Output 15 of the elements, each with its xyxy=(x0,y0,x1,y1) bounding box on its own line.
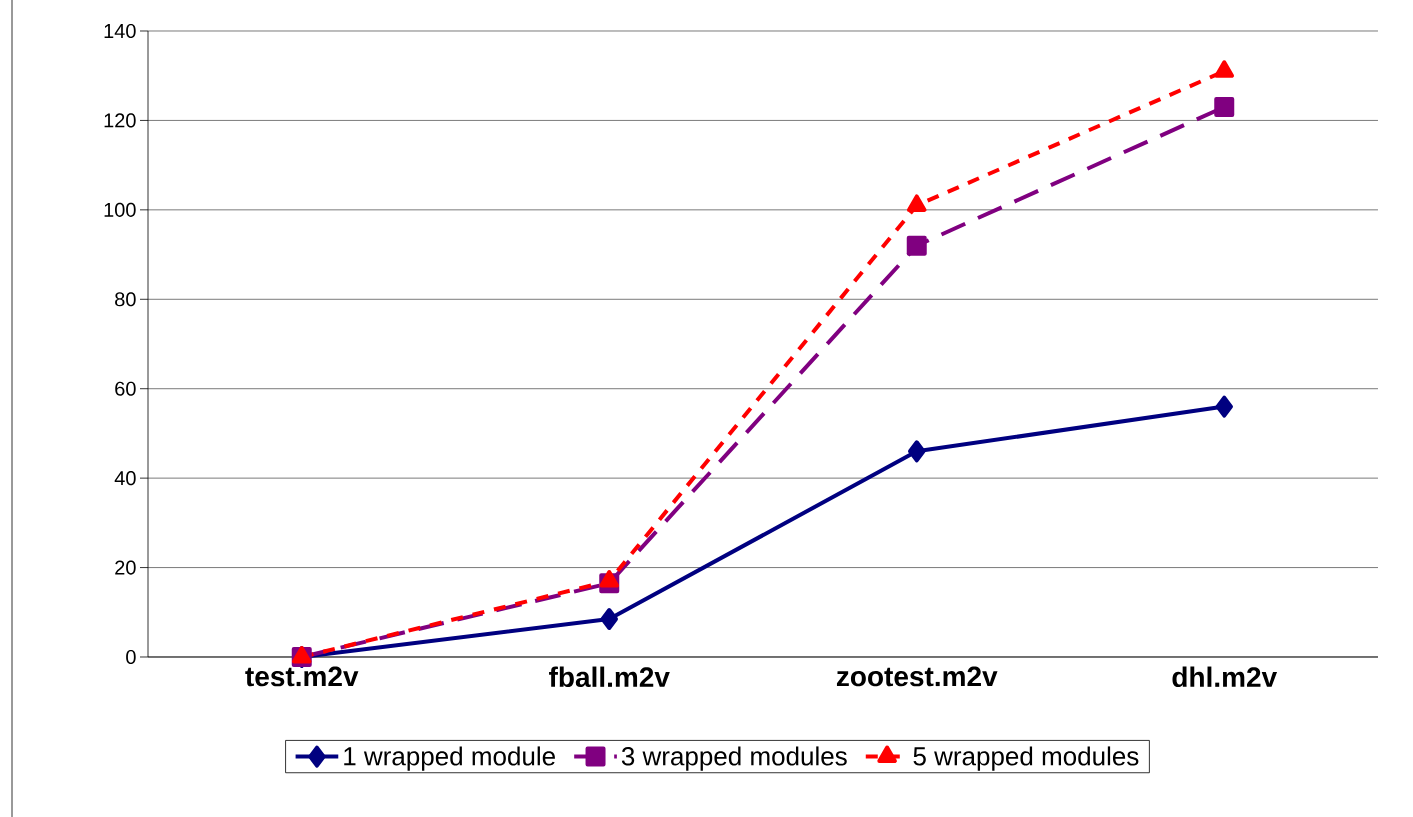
y-tick-label: 0 xyxy=(126,649,136,665)
legend-label: 3 wrapped modules xyxy=(621,746,847,771)
legend-label: 1 wrapped module xyxy=(344,746,555,771)
x-tick-label: fball.m2v xyxy=(549,666,670,688)
y-tick-label: 40 xyxy=(114,471,136,486)
x-tick-label: dhl.m2v xyxy=(1172,666,1278,688)
y-tick-label: 140 xyxy=(104,23,136,39)
y-tick-label: 20 xyxy=(115,560,136,575)
y-tick-label: 80 xyxy=(115,292,136,307)
legend-label: 5 wrapped modules xyxy=(913,746,1139,771)
y-tick-label: 120 xyxy=(104,113,136,128)
y-tick-label: 100 xyxy=(104,202,136,217)
y-tick-label: 60 xyxy=(115,381,136,396)
x-tick-label: test.m2v xyxy=(245,666,359,687)
x-tick-label: zootest.m2v xyxy=(836,666,998,687)
